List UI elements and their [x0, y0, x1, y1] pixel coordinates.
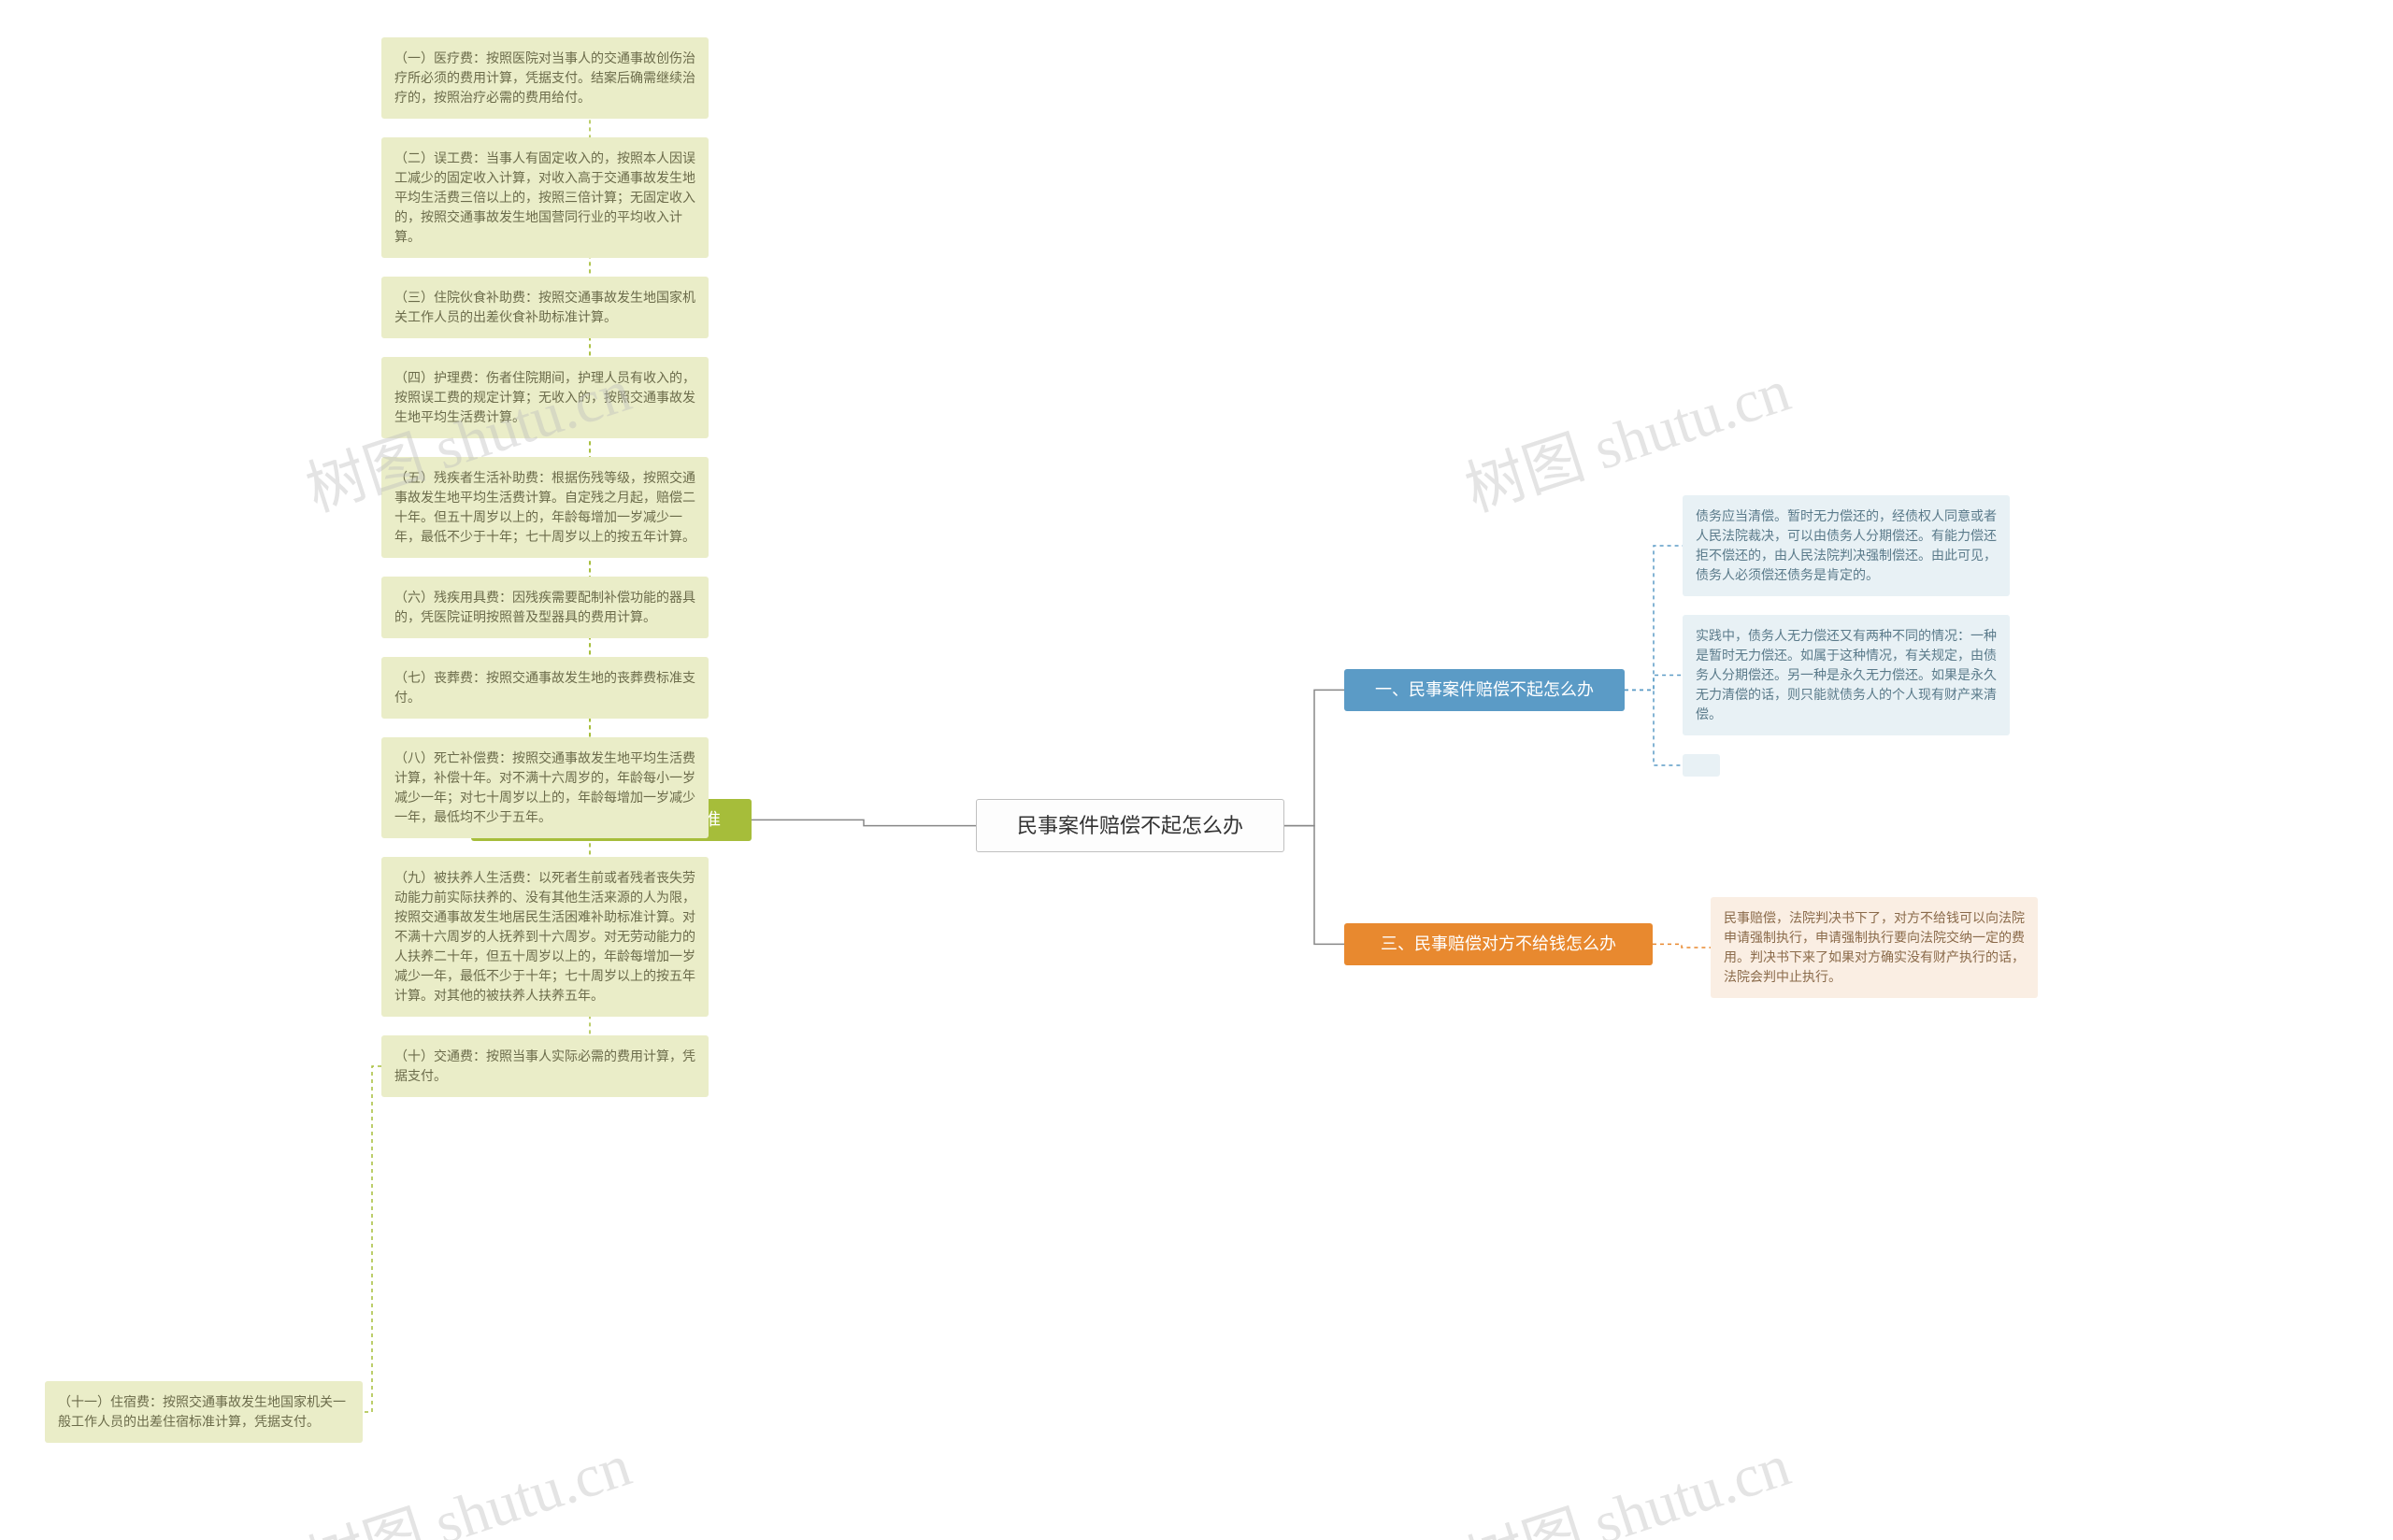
branch-2-leaf-0[interactable]: （一）医疗费：按照医院对当事人的交通事故创伤治疗所必须的费用计算，凭据支付。结案…	[381, 37, 709, 119]
branch-2-leaf-8[interactable]: （九）被扶养人生活费：以死者生前或者残者丧失劳动能力前实际扶养的、没有其他生活来…	[381, 857, 709, 1017]
branch-1-label: 一、民事案件赔偿不起怎么办	[1375, 680, 1594, 699]
branch-1[interactable]: 一、民事案件赔偿不起怎么办	[1344, 669, 1625, 711]
branch-3-label: 三、民事赔偿对方不给钱怎么办	[1381, 934, 1616, 953]
branch-2-leaf-6[interactable]: （七）丧葬费：按照交通事故发生地的丧葬费标准支付。	[381, 657, 709, 719]
branch-2-sub-leaf[interactable]: （十一）住宿费：按照交通事故发生地国家机关一般工作人员的出差住宿标准计算，凭据支…	[45, 1381, 363, 1443]
branch-2-leaf-2[interactable]: （三）住院伙食补助费：按照交通事故发生地国家机关工作人员的出差伙食补助标准计算。	[381, 277, 709, 338]
root-node[interactable]: 民事案件赔偿不起怎么办	[976, 799, 1284, 852]
branch-2-leaf-7[interactable]: （八）死亡补偿费：按照交通事故发生地平均生活费计算，补偿十年。对不满十六周岁的，…	[381, 737, 709, 838]
branch-2-leaf-5[interactable]: （六）残疾用具费：因残疾需要配制补偿功能的器具的，凭医院证明按照普及型器具的费用…	[381, 577, 709, 638]
mindmap-canvas: 民事案件赔偿不起怎么办 一、民事案件赔偿不起怎么办 二、民事损害赔偿的计算标准 …	[0, 0, 2393, 1540]
branch-2-leaf-9[interactable]: （十）交通费：按照当事人实际必需的费用计算，凭据支付。	[381, 1035, 709, 1097]
root-label: 民事案件赔偿不起怎么办	[1017, 814, 1243, 837]
branch-2-leaf-4[interactable]: （五）残疾者生活补助费：根据伤残等级，按照交通事故发生地平均生活费计算。自定残之…	[381, 457, 709, 558]
branch-2-leaf-1[interactable]: （二）误工费：当事人有固定收入的，按照本人因误工减少的固定收入计算，对收入高于交…	[381, 137, 709, 258]
watermark-3: 树图 shutu.cn	[1454, 1418, 1799, 1540]
connector-lines	[0, 0, 2393, 1540]
branch-3[interactable]: 三、民事赔偿对方不给钱怎么办	[1344, 923, 1653, 965]
branch-3-leaf-0[interactable]: 民事赔偿，法院判决书下了，对方不给钱可以向法院申请强制执行，申请强制执行要向法院…	[1711, 897, 2038, 998]
branch-1-leaf-2[interactable]	[1683, 754, 1720, 777]
branch-2-leaf-3[interactable]: （四）护理费：伤者住院期间，护理人员有收入的，按照误工费的规定计算；无收入的，按…	[381, 357, 709, 438]
branch-1-leaf-0[interactable]: 债务应当清偿。暂时无力偿还的，经债权人同意或者人民法院裁决，可以由债务人分期偿还…	[1683, 495, 2010, 596]
branch-1-leaf-1[interactable]: 实践中，债务人无力偿还又有两种不同的情况：一种是暂时无力偿还。如属于这种情况，有…	[1683, 615, 2010, 735]
